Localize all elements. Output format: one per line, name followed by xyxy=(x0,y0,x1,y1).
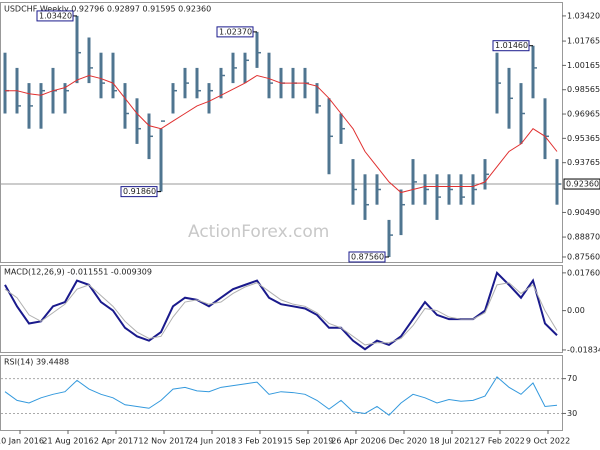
x-tick-label: 21 Aug 2016 xyxy=(42,437,93,446)
y-tick-label: 1.01765 xyxy=(567,37,600,46)
x-tick-label: 6 Dec 2020 xyxy=(381,437,427,446)
x-tick-label: 3 Feb 2019 xyxy=(238,437,283,446)
annotation-box xyxy=(36,10,74,22)
macd-line xyxy=(4,282,558,346)
y-tick-label: 0.88870 xyxy=(567,233,600,242)
y-tick-label: -0.01834 xyxy=(567,345,600,354)
x-tick-label: 12 Nov 2017 xyxy=(138,437,189,446)
x-tick-label: 26 Apr 2020 xyxy=(331,437,380,446)
y-tick-label: 0.93765 xyxy=(567,158,600,167)
y-tick-label: 0.01760 xyxy=(567,268,600,277)
y-tick-label: 0.90490 xyxy=(567,208,600,217)
y-tick-label: 70 xyxy=(567,374,577,383)
y-tick-label: 1.00165 xyxy=(567,61,600,70)
y-tick-label: 0.98565 xyxy=(567,85,600,94)
annotation-label: 1.03420 xyxy=(39,11,72,20)
y-tick-label: 30 xyxy=(567,409,577,418)
x-tick-label: 24 Jun 2018 xyxy=(188,437,236,446)
annotation-box xyxy=(216,26,254,38)
rsi-title: RSI(14) 39.4488 xyxy=(4,358,69,367)
y-tick-label: 0.87560 xyxy=(567,252,600,261)
annotation-label: 1.01460 xyxy=(495,41,528,50)
annotation-label: 1.02370 xyxy=(219,27,252,36)
x-tick-label: 27 Feb 2022 xyxy=(475,437,525,446)
y-tick-label: 0.96965 xyxy=(567,110,600,119)
x-tick-label: 9 Oct 2022 xyxy=(526,437,570,446)
price-panel xyxy=(0,2,563,263)
annotation-box xyxy=(492,40,530,52)
y-tick-label: 1.03420 xyxy=(567,11,600,20)
y-tick-label: 0.95365 xyxy=(567,134,600,143)
x-tick-label: 2 Apr 2017 xyxy=(94,437,138,446)
annotation-box xyxy=(348,251,386,263)
rsi-panel xyxy=(0,355,563,431)
last-price-label: 0.92360 xyxy=(566,180,599,189)
annotation-label: 0.87560 xyxy=(351,252,384,261)
macd-panel xyxy=(0,265,563,353)
x-tick-label: 15 Sep 2019 xyxy=(283,437,334,446)
y-tick-label: 0.00 xyxy=(567,306,585,315)
watermark: ActionForex.com xyxy=(188,222,329,242)
last-price-box xyxy=(563,178,600,190)
chart-title: USDCHF,Weekly 0.92796 0.92897 0.91595 0.… xyxy=(4,5,211,14)
x-tick-label: 18 Jul 2021 xyxy=(429,437,474,446)
rsi-line xyxy=(4,376,558,416)
annotation-box xyxy=(120,186,158,198)
moving-average xyxy=(5,74,558,194)
annotation-label: 0.91860 xyxy=(123,187,156,196)
x-tick-label: 10 Jan 2016 xyxy=(0,437,44,446)
macd-title: MACD(12,26,9) -0.011551 -0.009309 xyxy=(4,268,152,277)
